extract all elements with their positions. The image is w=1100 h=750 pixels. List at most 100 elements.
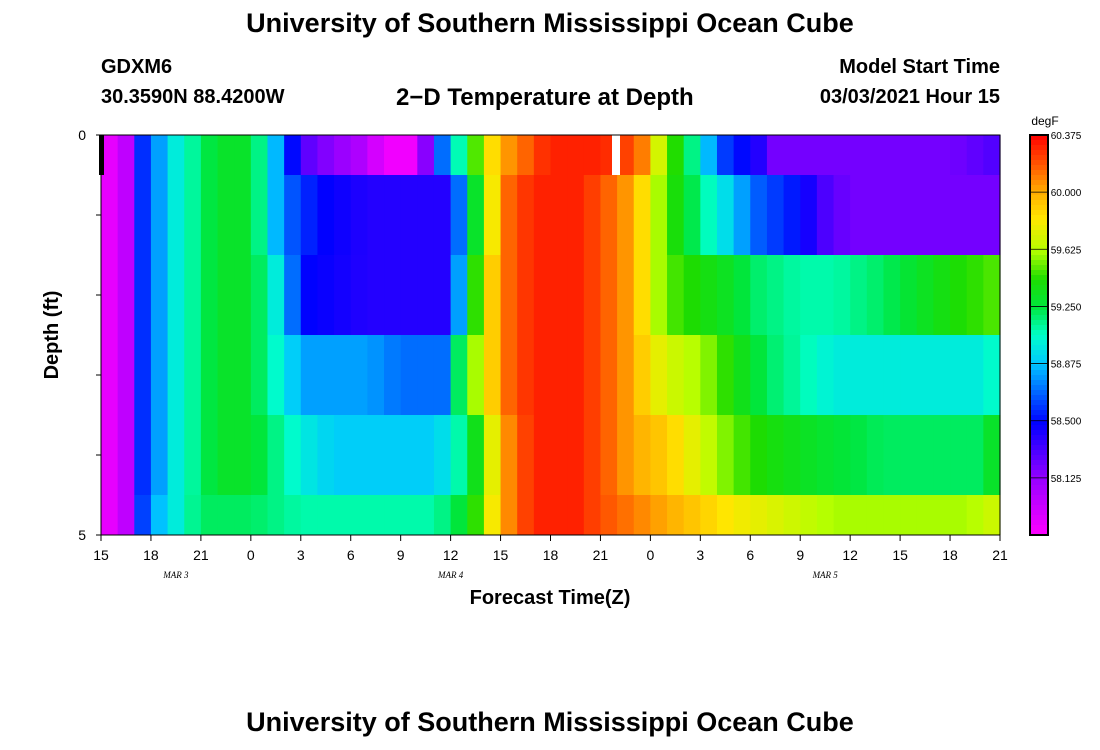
heatmap-cell — [916, 495, 935, 535]
heatmap-cell — [234, 415, 252, 495]
colorbar-segment — [1030, 470, 1048, 476]
heatmap-cell — [600, 255, 618, 335]
heatmap-cell — [250, 135, 269, 175]
heatmap-cell — [816, 255, 835, 335]
x-tick-label: 0 — [247, 547, 255, 563]
heatmap-cell — [733, 255, 751, 335]
heatmap-cell — [500, 335, 518, 415]
heatmap-cell — [683, 135, 701, 175]
heatmap-cell — [800, 415, 818, 495]
heatmap-cell — [250, 255, 269, 335]
heatmap-cell — [533, 175, 552, 255]
heatmap-cell — [267, 335, 285, 415]
heatmap-cell — [833, 415, 851, 495]
x-tick-label: 21 — [992, 547, 1008, 563]
heatmap-cell — [167, 135, 185, 175]
heatmap-cell — [483, 175, 502, 255]
colorbar-segment — [1030, 455, 1048, 461]
colorbar-segment — [1030, 340, 1048, 346]
heatmap-cell — [101, 495, 119, 535]
heatmap-cell — [367, 135, 385, 175]
heatmap-cell — [167, 255, 185, 335]
colorbar-segment — [1030, 525, 1048, 531]
heatmap-cell — [367, 175, 385, 255]
colorbar-segment — [1030, 210, 1048, 216]
heatmap-cell — [234, 175, 252, 255]
colorbar-segment — [1030, 235, 1048, 241]
heatmap-cell — [766, 335, 785, 415]
heatmap-cell — [633, 495, 651, 535]
colorbar-segment — [1030, 195, 1048, 201]
model-start-value: 03/03/2021 Hour 15 — [819, 86, 1000, 108]
heatmap-cell — [467, 415, 485, 495]
colorbar-segment — [1030, 220, 1048, 226]
heatmap-cell — [467, 135, 485, 175]
heatmap-cell — [933, 335, 951, 415]
heatmap-cell — [300, 495, 319, 535]
heatmap-cell — [517, 495, 535, 535]
heatmap-cell — [816, 415, 835, 495]
heatmap-cell — [983, 495, 1001, 535]
colorbar-segment — [1030, 245, 1048, 251]
colorbar-segment — [1030, 225, 1048, 231]
heatmap-cell — [467, 335, 485, 415]
heatmap-cell — [850, 135, 868, 175]
heatmap-cell — [766, 255, 785, 335]
heatmap-cell — [783, 175, 801, 255]
heatmap-cell — [317, 415, 335, 495]
x-tick-label: 21 — [593, 547, 609, 563]
heatmap-cell — [766, 175, 785, 255]
heatmap-cell — [733, 175, 751, 255]
heatmap-cell — [983, 255, 1001, 335]
x-tick-label: 15 — [93, 547, 109, 563]
heatmap-cell — [733, 335, 751, 415]
heatmap-cell — [900, 335, 918, 415]
colorbar-segment — [1030, 385, 1048, 391]
heatmap-cell — [500, 255, 518, 335]
heatmap-cell — [567, 135, 585, 175]
colorbar-segment — [1030, 375, 1048, 381]
heatmap-cell — [883, 335, 901, 415]
heatmap-cell — [550, 135, 568, 175]
colorbar-segment — [1030, 530, 1048, 536]
heatmap-cell — [866, 255, 885, 335]
x-date-label: MAR 5 — [812, 570, 839, 580]
heatmap-cell — [866, 415, 885, 495]
heatmap-cell — [583, 175, 602, 255]
x-tick-label: 9 — [397, 547, 405, 563]
heatmap-cell — [916, 175, 935, 255]
heatmap-cell — [317, 175, 335, 255]
heatmap-cell — [500, 495, 518, 535]
heatmap-cell — [683, 255, 701, 335]
heatmap-cell — [700, 255, 718, 335]
heatmap-cell — [650, 255, 668, 335]
colorbar-segment — [1030, 445, 1048, 451]
heatmap-cell — [750, 335, 768, 415]
heatmap-cell — [617, 135, 635, 175]
heatmap-cell — [950, 415, 968, 495]
colorbar-segment — [1030, 440, 1048, 446]
x-tick-label: 12 — [443, 547, 459, 563]
heatmap-cell — [533, 135, 552, 175]
heatmap-cell — [583, 415, 602, 495]
heatmap-cell — [833, 335, 851, 415]
heatmap-cell — [650, 335, 668, 415]
heatmap-cell — [550, 175, 568, 255]
heatmap-cell — [400, 135, 418, 175]
heatmap-cell — [900, 175, 918, 255]
colorbar-segment — [1030, 135, 1048, 141]
heatmap-cell — [317, 495, 335, 535]
colorbar-segment — [1030, 425, 1048, 431]
x-tick-label: 9 — [796, 547, 804, 563]
heatmap-cell — [900, 495, 918, 535]
heatmap-cell — [617, 495, 635, 535]
heatmap-cell — [467, 255, 485, 335]
heatmap-cell — [117, 335, 135, 415]
heatmap-cell — [850, 335, 868, 415]
heatmap-cell — [334, 175, 352, 255]
colorbar-segment — [1030, 380, 1048, 386]
colorbar-tick-label: 58.125 — [1051, 474, 1082, 485]
heatmap-cell — [933, 135, 951, 175]
colorbar-segment — [1030, 415, 1048, 421]
heatmap-cell — [167, 175, 185, 255]
